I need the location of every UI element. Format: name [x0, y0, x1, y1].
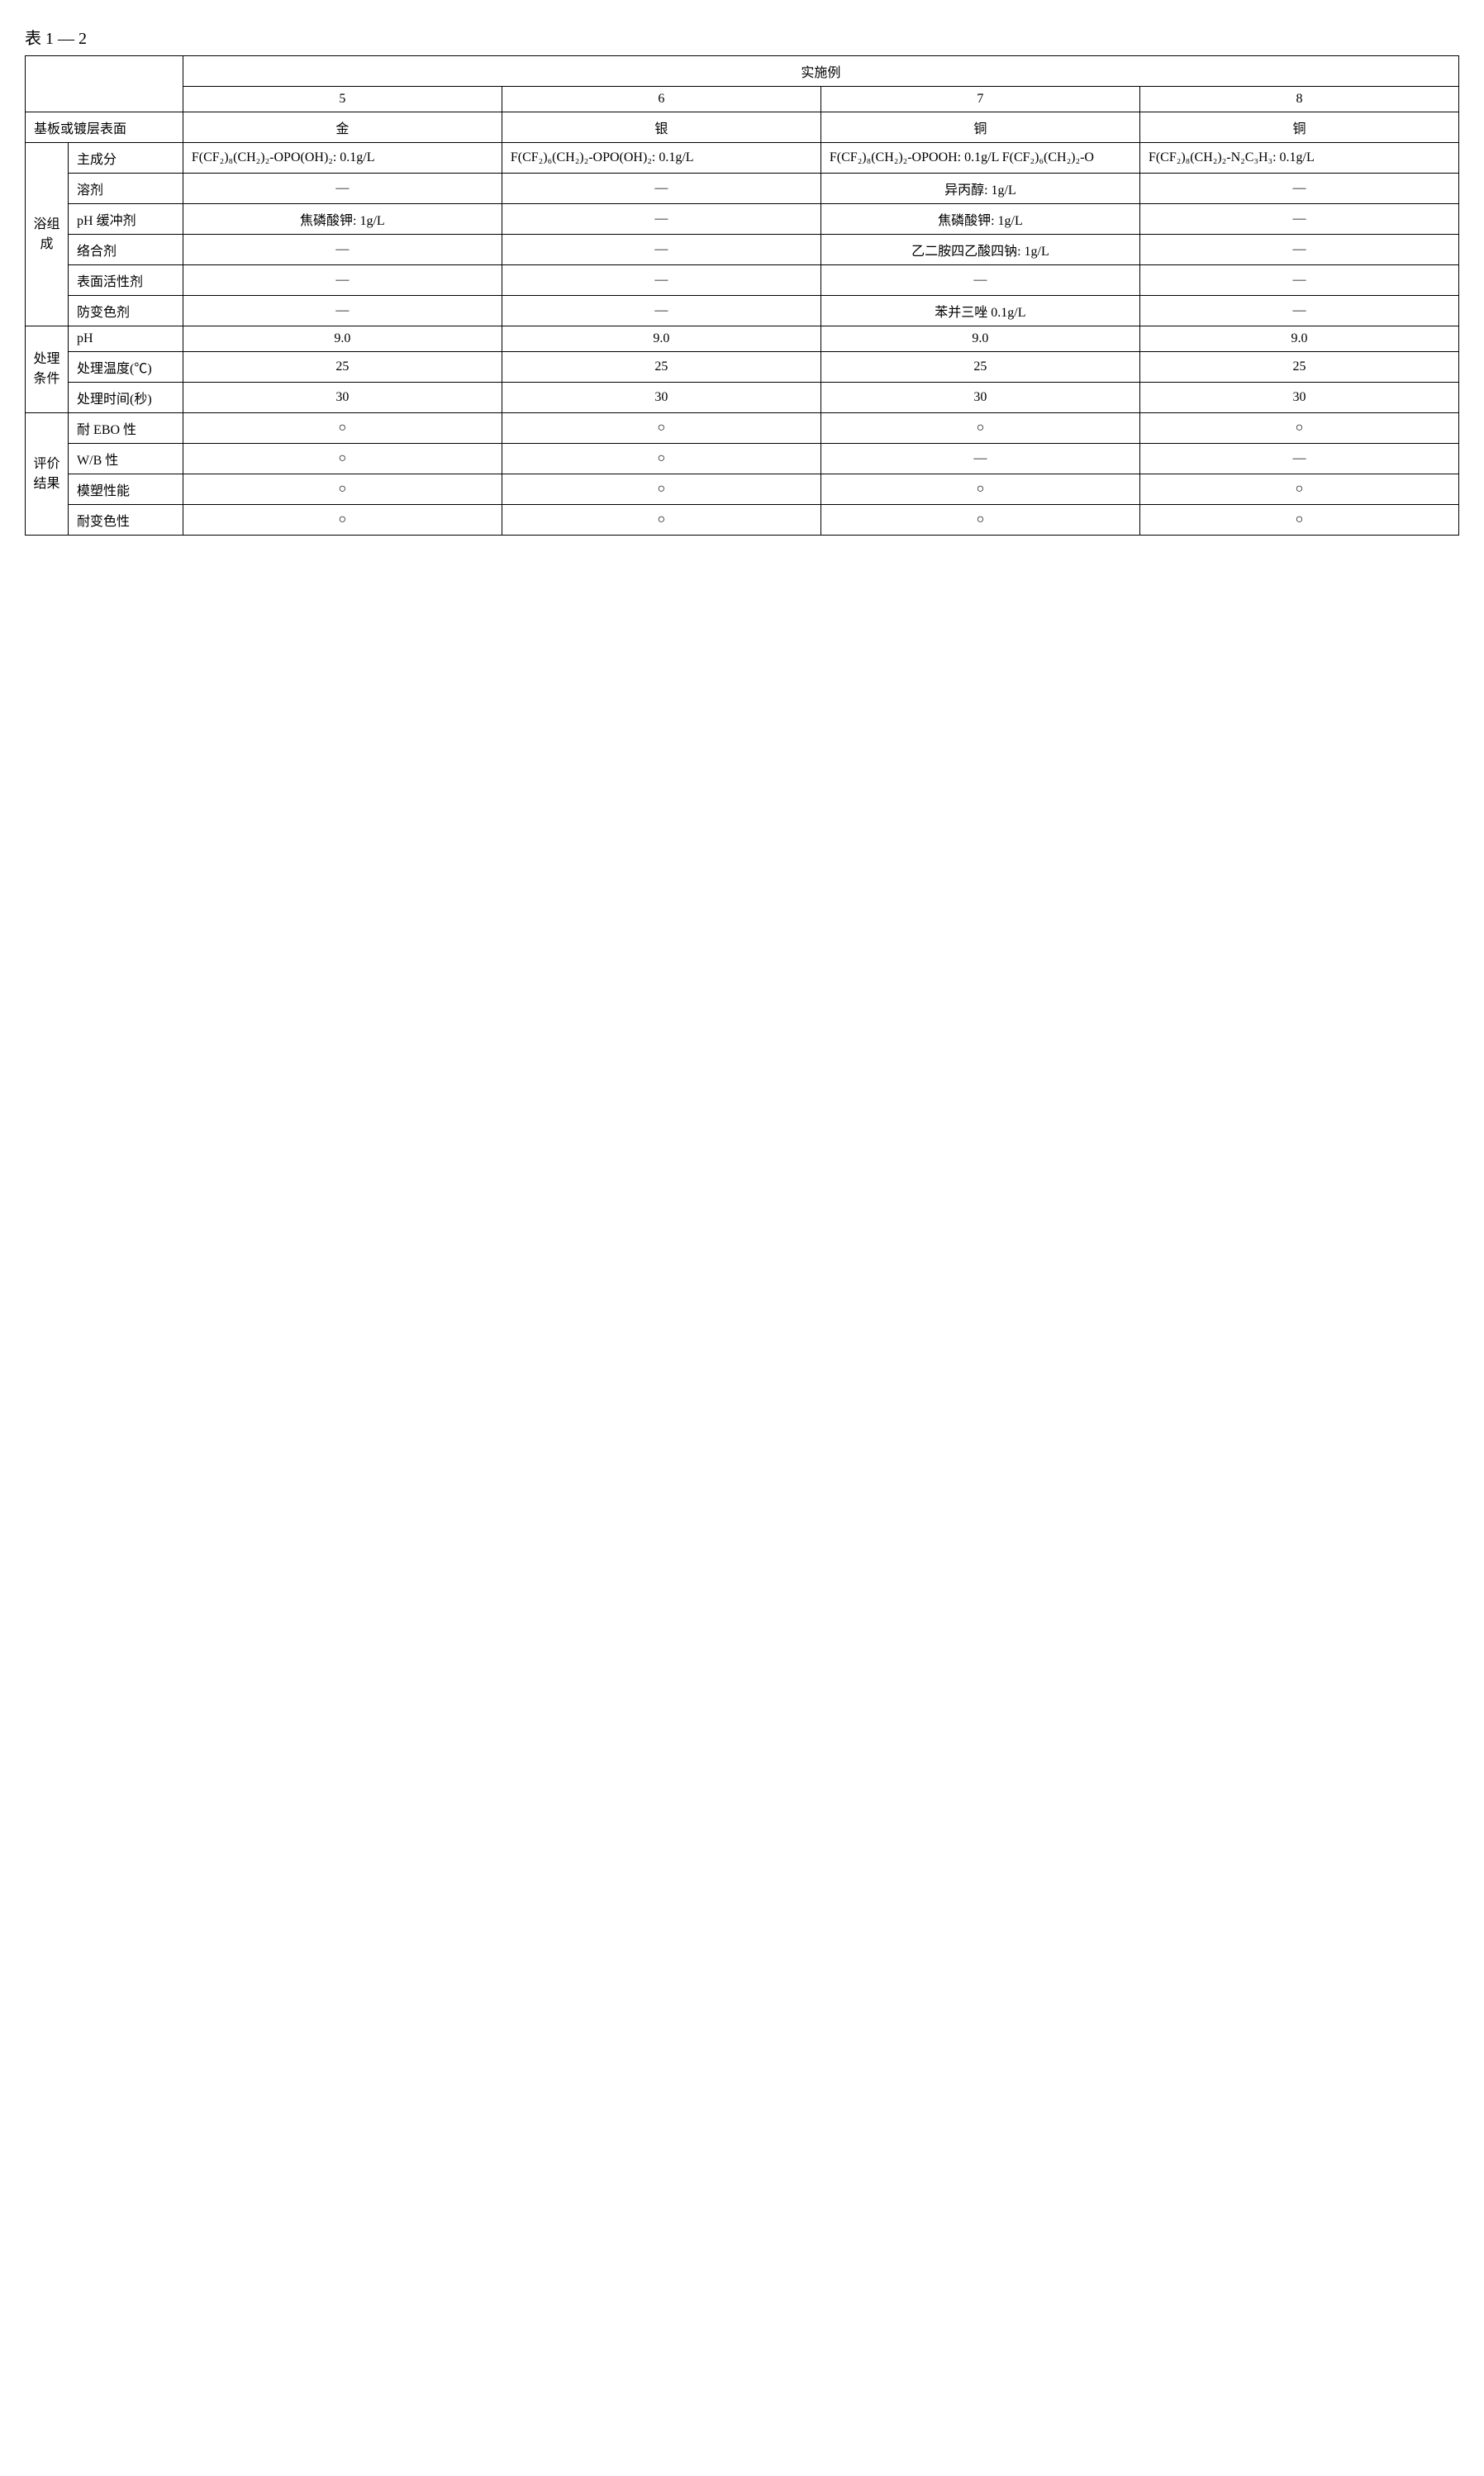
ebo-8: ○ [1139, 413, 1458, 444]
row-chelator: 络合剂 [69, 235, 183, 265]
substrate-label: 基板或镀层表面 [26, 112, 183, 143]
solv-7: 异丙醇: 1g/L [820, 174, 1139, 204]
ebo-7: ○ [820, 413, 1139, 444]
data-table: 实施例 5 6 7 8 基板或镀层表面 金 银 铜 铜 浴组成 主成分 F(CF… [25, 55, 1459, 536]
wb-6: ○ [502, 444, 820, 474]
solv-5: — [183, 174, 502, 204]
row-temp: 处理温度(℃) [69, 352, 183, 383]
surf-8: — [1139, 265, 1458, 296]
surf-7: — [820, 265, 1139, 296]
temp-6: 25 [502, 352, 820, 383]
row-mold: 模塑性能 [69, 474, 183, 505]
time-7: 30 [820, 383, 1139, 413]
ebo-5: ○ [183, 413, 502, 444]
ebo-6: ○ [502, 413, 820, 444]
time-8: 30 [1139, 383, 1458, 413]
temp-8: 25 [1139, 352, 1458, 383]
buf-6: — [502, 204, 820, 235]
time-6: 30 [502, 383, 820, 413]
substrate-7: 铜 [820, 112, 1139, 143]
main-6: F(CF₂)₆(CH₂)₂-OPO(OH)₂: 0.1g/L [502, 143, 820, 174]
tarn-6: ○ [502, 505, 820, 536]
temp-7: 25 [820, 352, 1139, 383]
chel-7: 乙二胺四乙酸四钠: 1g/L [820, 235, 1139, 265]
row-time: 处理时间(秒) [69, 383, 183, 413]
buf-5: 焦磷酸钾: 1g/L [183, 204, 502, 235]
buf-7: 焦磷酸钾: 1g/L [820, 204, 1139, 235]
temp-5: 25 [183, 352, 502, 383]
wb-8: — [1139, 444, 1458, 474]
row-tarn: 耐变色性 [69, 505, 183, 536]
row-main-component: 主成分 [69, 143, 183, 174]
substrate-8: 铜 [1139, 112, 1458, 143]
col-num-7: 7 [820, 87, 1139, 112]
section-eval: 评价结果 [26, 413, 69, 536]
surf-6: — [502, 265, 820, 296]
ph-8: 9.0 [1139, 326, 1458, 352]
tarn-8: ○ [1139, 505, 1458, 536]
main-5: F(CF₂)₈(CH₂)₂-OPO(OH)₂: 0.1g/L [183, 143, 502, 174]
tarn-7: ○ [820, 505, 1139, 536]
col-num-5: 5 [183, 87, 502, 112]
row-ebo: 耐 EBO 性 [69, 413, 183, 444]
anti-8: — [1139, 296, 1458, 326]
mold-7: ○ [820, 474, 1139, 505]
tarn-5: ○ [183, 505, 502, 536]
wb-5: ○ [183, 444, 502, 474]
ph-7: 9.0 [820, 326, 1139, 352]
main-7: F(CF₂)₈(CH₂)₂-OPOOH: 0.1g/L F(CF₂)₆(CH₂)… [820, 143, 1139, 174]
surf-5: — [183, 265, 502, 296]
time-5: 30 [183, 383, 502, 413]
section-bath: 浴组成 [26, 143, 69, 326]
row-ph-buffer: pH 缓冲剂 [69, 204, 183, 235]
ph-6: 9.0 [502, 326, 820, 352]
main-8: F(CF₂)₈(CH₂)₂-N₂C₃H₃: 0.1g/L [1139, 143, 1458, 174]
row-anti-tarnish: 防变色剂 [69, 296, 183, 326]
anti-6: — [502, 296, 820, 326]
col-num-6: 6 [502, 87, 820, 112]
buf-8: — [1139, 204, 1458, 235]
row-solvent: 溶剂 [69, 174, 183, 204]
ph-5: 9.0 [183, 326, 502, 352]
solv-8: — [1139, 174, 1458, 204]
col-num-8: 8 [1139, 87, 1458, 112]
solv-6: — [502, 174, 820, 204]
chel-6: — [502, 235, 820, 265]
row-wb: W/B 性 [69, 444, 183, 474]
substrate-5: 金 [183, 112, 502, 143]
chel-5: — [183, 235, 502, 265]
substrate-6: 银 [502, 112, 820, 143]
table-title: 表 1 — 2 [25, 25, 1459, 49]
anti-7: 苯并三唑 0.1g/L [820, 296, 1139, 326]
wb-7: — [820, 444, 1139, 474]
mold-8: ○ [1139, 474, 1458, 505]
mold-5: ○ [183, 474, 502, 505]
anti-5: — [183, 296, 502, 326]
group-header: 实施例 [183, 56, 1458, 87]
row-ph: pH [69, 326, 183, 352]
section-cond: 处理条件 [26, 326, 69, 413]
corner-blank [26, 56, 183, 112]
mold-6: ○ [502, 474, 820, 505]
row-surfactant: 表面活性剂 [69, 265, 183, 296]
chel-8: — [1139, 235, 1458, 265]
